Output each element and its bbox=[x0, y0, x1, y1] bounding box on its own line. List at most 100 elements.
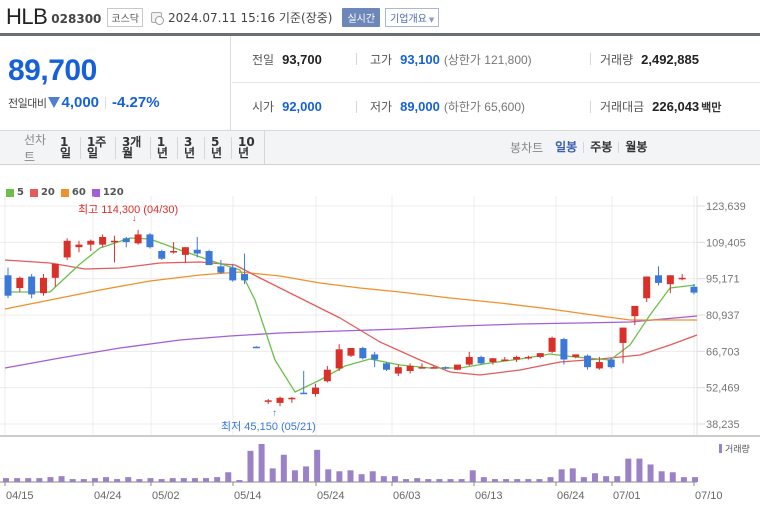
svg-text:06/24: 06/24 bbox=[557, 490, 585, 502]
legend-label: 120 bbox=[102, 187, 124, 198]
prev-close-value: 93,700 bbox=[282, 51, 322, 67]
svg-text:최저 45,150 (05/21): 최저 45,150 (05/21) bbox=[221, 420, 316, 433]
stats-row: 전일 93,700 고가 93,100 (상한가 121,800) 거래량 2,… bbox=[232, 36, 760, 83]
stats-table: 전일 93,700 고가 93,100 (상한가 121,800) 거래량 2,… bbox=[232, 36, 760, 130]
legend-swatch bbox=[6, 188, 14, 197]
volume-cell: 거래량 2,492,885 bbox=[600, 51, 699, 68]
legend-label: 5 bbox=[17, 187, 24, 198]
legend-swatch bbox=[29, 188, 38, 197]
prev-close-cell: 전일 93,700 bbox=[252, 51, 322, 68]
svg-text:04/15: 04/15 bbox=[6, 490, 34, 502]
timestamp: 2024.07.11 15:16 기준(장중) bbox=[168, 11, 333, 25]
amount-value: 226,043 bbox=[652, 99, 700, 114]
high-value: 93,100 bbox=[400, 51, 440, 67]
down-arrow-icon bbox=[48, 97, 61, 108]
divider bbox=[105, 96, 107, 109]
upper-limit: (상한가 121,800) bbox=[443, 52, 532, 67]
tab-1d[interactable]: 1일 bbox=[59, 134, 71, 160]
stock-code: 028300 bbox=[51, 11, 102, 26]
svg-text:06/13: 06/13 bbox=[475, 490, 503, 502]
stats-row: 시가 92,000 저가 89,000 (하한가 65,600) 거래대금 22… bbox=[232, 83, 760, 130]
tab-daily[interactable]: 일봉 bbox=[555, 140, 578, 154]
svg-text:52,469: 52,469 bbox=[706, 383, 740, 395]
svg-text:최고 114,300 (04/30): 최고 114,300 (04/30) bbox=[78, 203, 178, 216]
change-percent: -4.27% bbox=[112, 94, 160, 111]
tab-10y[interactable]: 10년 bbox=[230, 136, 264, 159]
current-price: 89,700 bbox=[8, 54, 97, 87]
open-value: 92,000 bbox=[282, 99, 322, 114]
open-cell: 시가 92,000 bbox=[252, 98, 322, 115]
period-selector: 선차트 1일 1주일 3개월 1년 3년 5년 10년 봉차트 일봉 주봉 월봉 bbox=[0, 130, 760, 165]
lower-limit: (하한가 65,600) bbox=[443, 100, 526, 114]
volume-value: 2,492,885 bbox=[641, 51, 699, 67]
legend-label: 60 bbox=[71, 187, 86, 198]
legend-ma120: 120 bbox=[91, 187, 124, 198]
volume-label: 거래량 bbox=[600, 52, 634, 67]
ma-legend: 5 20 60 120 bbox=[6, 187, 130, 198]
divider bbox=[590, 100, 591, 113]
svg-text:06/03: 06/03 bbox=[393, 490, 421, 502]
stock-header: HLB 028300 코스닥 2024.07.11 15:16 기준(장중) 실… bbox=[0, 0, 760, 33]
svg-text:66,703: 66,703 bbox=[706, 346, 740, 358]
change-label: 전일대비 bbox=[8, 96, 47, 110]
prev-close-label: 전일 bbox=[252, 52, 275, 67]
divider bbox=[590, 53, 591, 65]
svg-text:07/10: 07/10 bbox=[695, 490, 723, 502]
tab-3y[interactable]: 3년 bbox=[176, 136, 204, 159]
tab-1y[interactable]: 1년 bbox=[149, 136, 177, 159]
open-label: 시가 bbox=[252, 100, 275, 114]
legend-ma60: 60 bbox=[60, 187, 86, 198]
svg-text:05/24: 05/24 bbox=[317, 490, 345, 502]
divider bbox=[356, 100, 357, 113]
clock-icon bbox=[151, 12, 165, 25]
svg-text:07/01: 07/01 bbox=[613, 490, 641, 502]
svg-text:80,937: 80,937 bbox=[706, 310, 740, 322]
legend-swatch bbox=[91, 188, 100, 197]
candle-chart-periods: 봉차트 일봉 주봉 월봉 bbox=[510, 131, 653, 164]
amount-unit: 백만 bbox=[701, 101, 722, 114]
svg-text:05/02: 05/02 bbox=[152, 490, 180, 502]
svg-text:↑: ↑ bbox=[272, 408, 277, 419]
legend-swatch bbox=[60, 188, 69, 197]
high-label: 고가 bbox=[370, 52, 393, 67]
legend-ma5: 5 bbox=[6, 187, 24, 198]
company-overview-button[interactable]: 기업개요 ▼ bbox=[385, 8, 440, 27]
svg-text:95,171: 95,171 bbox=[706, 274, 740, 286]
tab-5y[interactable]: 5년 bbox=[203, 136, 231, 159]
amount-label: 거래대금 bbox=[600, 100, 645, 114]
tab-3m[interactable]: 3개월 bbox=[114, 136, 150, 159]
market-badge: 코스닥 bbox=[107, 8, 144, 27]
stock-chart[interactable]: 5 20 60 120 123,639 109,405 95,171 80,937 66… bbox=[0, 166, 760, 510]
tab-1w[interactable]: 1주일 bbox=[79, 136, 115, 159]
chart-canvas: 123,639 109,405 95,171 80,937 66,703 52,469 38… bbox=[0, 196, 760, 502]
high-cell: 고가 93,100 (상한가 121,800) bbox=[370, 51, 532, 68]
tab-weekly[interactable]: 주봉 bbox=[583, 141, 618, 153]
candle-chart-label: 봉차트 bbox=[510, 141, 544, 155]
company-overview-label: 기업개요 bbox=[390, 14, 427, 25]
realtime-button[interactable]: 실시간 bbox=[342, 8, 381, 27]
svg-text:↓: ↓ bbox=[132, 213, 137, 223]
line-chart-periods: 선차트 1일 1주일 3개월 1년 3년 5년 10년 bbox=[0, 131, 265, 164]
low-label: 저가 bbox=[370, 100, 393, 114]
amount-cell: 거래대금 226,043 백만 bbox=[600, 98, 721, 115]
svg-text:123,639: 123,639 bbox=[706, 201, 746, 213]
legend-ma20: 20 bbox=[29, 187, 55, 198]
svg-text:109,405: 109,405 bbox=[706, 237, 746, 249]
divider bbox=[356, 53, 357, 65]
change-row: 전일대비 4,000 -4.27% bbox=[8, 94, 160, 111]
change-value: 4,000 bbox=[61, 94, 100, 111]
stock-name: HLB bbox=[6, 3, 48, 29]
svg-text:04/24: 04/24 bbox=[94, 490, 122, 502]
legend-label: 20 bbox=[40, 187, 55, 198]
low-cell: 저가 89,000 (하한가 65,600) bbox=[370, 98, 525, 115]
low-value: 89,000 bbox=[400, 99, 440, 114]
tab-monthly[interactable]: 월봉 bbox=[618, 141, 653, 153]
line-chart-label: 선차트 bbox=[24, 132, 47, 164]
svg-text:38,235: 38,235 bbox=[706, 419, 740, 431]
svg-text:거래량: 거래량 bbox=[725, 443, 750, 454]
current-price-box: 89,700 전일대비 4,000 -4.27% bbox=[0, 36, 231, 130]
price-summary: 89,700 전일대비 4,000 -4.27% 전일 93,700 고가 93… bbox=[0, 36, 760, 130]
svg-text:05/14: 05/14 bbox=[234, 490, 262, 502]
chevron-down-icon: ▼ bbox=[428, 16, 435, 24]
header-divider bbox=[0, 33, 760, 36]
